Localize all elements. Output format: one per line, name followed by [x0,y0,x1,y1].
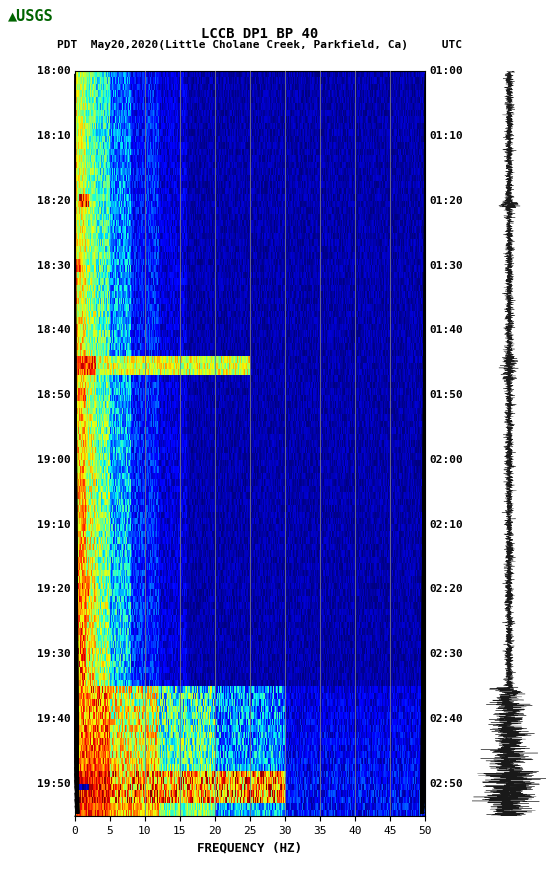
Text: 19:30: 19:30 [36,649,70,659]
Text: 02:30: 02:30 [429,649,463,659]
Text: 02:40: 02:40 [429,714,463,724]
Text: 02:10: 02:10 [429,520,463,530]
Text: 19:10: 19:10 [36,520,70,530]
Text: PDT  May20,2020(Little Cholane Creek, Parkfield, Ca)     UTC: PDT May20,2020(Little Cholane Creek, Par… [57,40,462,50]
Text: 19:20: 19:20 [36,584,70,594]
Text: 18:40: 18:40 [36,326,70,335]
Text: 01:50: 01:50 [429,390,463,401]
Text: 02:20: 02:20 [429,584,463,594]
Text: LCCB DP1 BP 40: LCCB DP1 BP 40 [201,27,318,41]
Text: ▲USGS: ▲USGS [8,9,54,24]
Text: 01:10: 01:10 [429,131,463,141]
Text: 18:00: 18:00 [36,66,70,77]
Text: 01:30: 01:30 [429,260,463,270]
Text: 01:20: 01:20 [429,196,463,206]
Text: 02:50: 02:50 [429,779,463,789]
Text: 01:00: 01:00 [429,66,463,77]
Text: 01:40: 01:40 [429,326,463,335]
Text: 18:30: 18:30 [36,260,70,270]
Text: 18:10: 18:10 [36,131,70,141]
Text: 19:40: 19:40 [36,714,70,724]
Text: 19:00: 19:00 [36,455,70,465]
Text: 18:50: 18:50 [36,390,70,401]
Text: 02:00: 02:00 [429,455,463,465]
Text: 19:50: 19:50 [36,779,70,789]
Text: 18:20: 18:20 [36,196,70,206]
X-axis label: FREQUENCY (HZ): FREQUENCY (HZ) [197,841,302,855]
